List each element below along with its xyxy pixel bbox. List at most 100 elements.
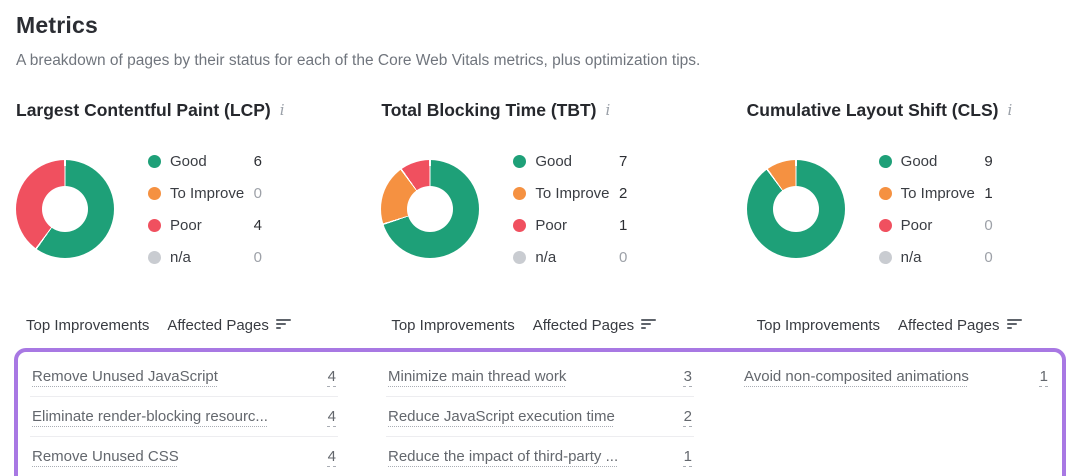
tbt-chart: Good 7 To Improve 2 Poor 1 [381, 145, 698, 273]
legend-row-good: Good 9 [878, 145, 993, 177]
metric-title-tbt: Total Blocking Time (TBT) i [381, 100, 698, 121]
affected-pages-count[interactable]: 2 [683, 408, 692, 425]
cls-table-header: Top Improvements Affected Pages [757, 317, 1064, 334]
improvement-link[interactable]: Reduce JavaScript execution time [388, 408, 615, 425]
good-dot-icon [513, 154, 527, 168]
sort-icon[interactable] [1006, 317, 1023, 334]
improvements-highlight-box: Remove Unused JavaScript 4 Eliminate ren… [14, 348, 1066, 476]
legend-count: 0 [253, 248, 262, 266]
legend-row-na: n/a 0 [513, 241, 627, 273]
lcp-improvements-list: Remove Unused JavaScript 4 Eliminate ren… [30, 355, 338, 476]
affected-pages-header: Affected Pages [167, 317, 291, 334]
legend-count: 6 [253, 152, 262, 170]
sort-icon[interactable] [641, 317, 657, 334]
na-dot-icon [513, 250, 527, 264]
info-icon[interactable]: i [1007, 101, 1013, 119]
top-improvements-header: Top Improvements [391, 317, 515, 334]
legend-count: 2 [618, 184, 628, 202]
improvement-row: Reduce JavaScript execution time 2 [386, 396, 694, 436]
legend-row-na: n/a 0 [148, 241, 262, 273]
lcp-donut-chart [16, 160, 114, 258]
affected-pages-count[interactable]: 4 [327, 448, 336, 465]
legend-row-good: Good 6 [148, 145, 262, 177]
legend-count: 0 [253, 184, 262, 202]
info-icon[interactable]: i [279, 101, 285, 119]
tbt-donut-chart [381, 160, 480, 258]
page-subtitle: A breakdown of pages by their status for… [16, 52, 701, 69]
metric-column-cls: Cumulative Layout Shift (CLS) i Good 9 T… [746, 100, 1064, 348]
legend-row-to-improve: To Improve 2 [513, 177, 627, 209]
improvement-row: Eliminate render-blocking resourc... 4 [30, 396, 338, 436]
legend-label: n/a [170, 248, 191, 266]
legend-label: Good [535, 152, 573, 170]
affected-pages-count[interactable]: 4 [327, 368, 336, 385]
sort-icon[interactable] [275, 317, 292, 334]
legend-label: Good [900, 152, 938, 170]
top-improvements-header: Top Improvements [756, 317, 881, 334]
legend-count: 0 [618, 248, 628, 266]
poor-dot-icon [148, 218, 161, 232]
affected-pages-count[interactable]: 4 [327, 408, 336, 425]
improvement-row: Reduce the impact of third-party ... 1 [386, 436, 694, 476]
cls-chart: Good 9 To Improve 1 Poor 0 [746, 145, 1064, 273]
improvement-link[interactable]: Minimize main thread work [388, 368, 567, 385]
metric-column-tbt: Total Blocking Time (TBT) i Good 7 To Im… [381, 100, 698, 348]
affected-pages-count[interactable]: 3 [683, 368, 692, 385]
improvement-row: Avoid non-composited animations 1 [742, 357, 1050, 396]
to-improve-dot-icon [513, 186, 527, 200]
top-improvements-header: Top Improvements [26, 317, 150, 334]
improvement-link[interactable]: Eliminate render-blocking resourc... [32, 408, 268, 425]
legend-count: 0 [984, 248, 993, 266]
good-dot-icon [878, 154, 892, 168]
legend-row-to-improve: To Improve 1 [878, 177, 993, 209]
legend-row-good: Good 7 [513, 145, 627, 177]
metric-title-text: Total Blocking Time (TBT) [381, 100, 597, 120]
affected-pages-header: Affected Pages [898, 317, 1022, 334]
improvement-row: Minimize main thread work 3 [386, 357, 694, 396]
page-title: Metrics [16, 12, 98, 38]
legend-label: To Improve [535, 184, 610, 202]
legend-label: Poor [170, 216, 202, 234]
legend-count: 7 [618, 152, 628, 170]
legend-row-poor: Poor 1 [513, 209, 627, 241]
metric-title-text: Cumulative Layout Shift (CLS) [746, 100, 999, 120]
tbt-table-header: Top Improvements Affected Pages [391, 317, 698, 334]
legend-label: n/a [535, 248, 557, 266]
affected-pages-count[interactable]: 1 [683, 448, 692, 465]
metric-title-text: Largest Contentful Paint (LCP) [16, 100, 271, 120]
legend-count: 9 [984, 152, 993, 170]
legend-row-poor: Poor 4 [148, 209, 262, 241]
lcp-legend: Good 6 To Improve 0 Poor 4 [148, 145, 262, 273]
legend-row-poor: Poor 0 [878, 209, 993, 241]
affected-pages-count[interactable]: 1 [1039, 368, 1048, 385]
improvement-link[interactable]: Avoid non-composited animations [744, 368, 969, 385]
poor-dot-icon [878, 218, 892, 232]
legend-count: 1 [618, 216, 628, 234]
na-dot-icon [148, 250, 161, 264]
improvement-link[interactable]: Reduce the impact of third-party ... [388, 448, 619, 465]
legend-row-na: n/a 0 [878, 241, 993, 273]
good-dot-icon [148, 154, 161, 168]
legend-label: To Improve [900, 184, 975, 202]
poor-dot-icon [513, 218, 527, 232]
legend-count: 1 [984, 184, 993, 202]
info-icon[interactable]: i [605, 101, 611, 119]
legend-row-to-improve: To Improve 0 [148, 177, 262, 209]
cls-legend: Good 9 To Improve 1 Poor 0 [878, 145, 993, 273]
lcp-chart: Good 6 To Improve 0 Poor 4 [16, 145, 333, 273]
metric-column-lcp: Largest Contentful Paint (LCP) i Good 6 … [16, 100, 333, 348]
legend-count: 4 [253, 216, 262, 234]
legend-count: 0 [984, 216, 993, 234]
improvement-link[interactable]: Remove Unused CSS [32, 448, 179, 465]
improvement-row: Remove Unused JavaScript 4 [30, 357, 338, 396]
to-improve-dot-icon [878, 186, 892, 200]
metric-title-cls: Cumulative Layout Shift (CLS) i [747, 100, 1064, 121]
metric-title-lcp: Largest Contentful Paint (LCP) i [16, 100, 333, 121]
tbt-legend: Good 7 To Improve 2 Poor 1 [513, 145, 627, 273]
improvement-row: Remove Unused CSS 4 [30, 436, 338, 476]
cls-donut-chart [746, 160, 845, 258]
improvement-link[interactable]: Remove Unused JavaScript [32, 368, 218, 385]
legend-label: To Improve [170, 184, 245, 202]
affected-pages-header: Affected Pages [533, 317, 657, 334]
